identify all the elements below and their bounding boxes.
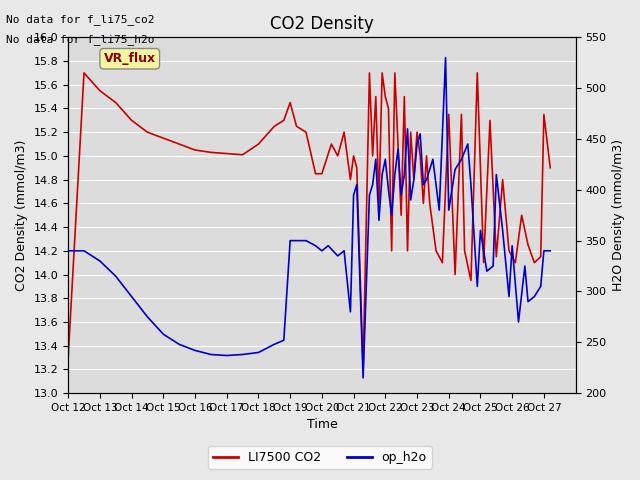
Text: No data for f_li75_co2: No data for f_li75_co2 xyxy=(6,14,155,25)
Title: CO2 Density: CO2 Density xyxy=(270,15,374,33)
Legend: LI7500 CO2, op_h2o: LI7500 CO2, op_h2o xyxy=(209,446,431,469)
Text: VR_flux: VR_flux xyxy=(104,52,156,65)
Text: No data for f_li75_h2o: No data for f_li75_h2o xyxy=(6,34,155,45)
X-axis label: Time: Time xyxy=(307,419,337,432)
Y-axis label: CO2 Density (mmol/m3): CO2 Density (mmol/m3) xyxy=(15,140,28,291)
Y-axis label: H2O Density (mmol/m3): H2O Density (mmol/m3) xyxy=(612,139,625,291)
